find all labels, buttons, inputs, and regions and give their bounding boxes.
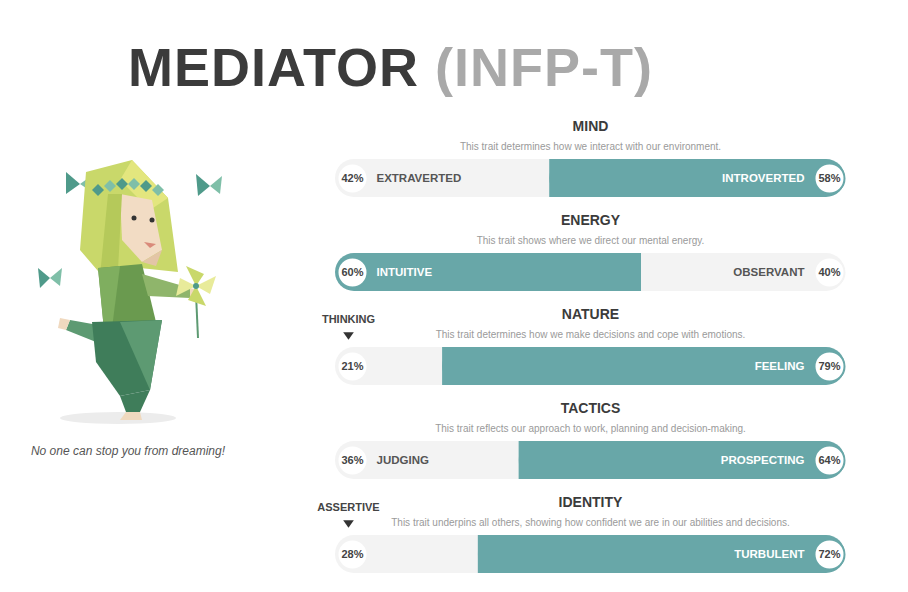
svg-text:INTUITIVE: INTUITIVE	[377, 266, 433, 278]
svg-text:This trait shows where we dire: This trait shows where we direct our men…	[477, 235, 705, 246]
svg-text:NATURE: NATURE	[562, 306, 619, 322]
svg-text:58%: 58%	[818, 172, 840, 184]
svg-text:FEELING: FEELING	[755, 360, 805, 372]
svg-text:This trait reflects our approa: This trait reflects our approach to work…	[435, 423, 746, 434]
svg-text:72%: 72%	[818, 548, 840, 560]
svg-text:IDENTITY: IDENTITY	[559, 494, 623, 510]
svg-text:INTROVERTED: INTROVERTED	[722, 172, 804, 184]
svg-text:36%: 36%	[341, 454, 363, 466]
svg-text:21%: 21%	[341, 360, 363, 372]
svg-text:OBSERVANT: OBSERVANT	[733, 266, 804, 278]
svg-text:MIND: MIND	[573, 118, 609, 134]
svg-text:This trait determines how we m: This trait determines how we make decisi…	[436, 329, 746, 340]
svg-text:79%: 79%	[818, 360, 840, 372]
svg-text:28%: 28%	[341, 548, 363, 560]
svg-text:This trait underpins all other: This trait underpins all others, showing…	[391, 517, 790, 528]
svg-text:This trait determines how we i: This trait determines how we interact wi…	[460, 141, 721, 152]
html-text:No one can stop you from dream: No one can stop you from dreaming!	[30, 444, 225, 458]
svg-text:64%: 64%	[818, 454, 840, 466]
svg-text:PROSPECTING: PROSPECTING	[721, 454, 805, 466]
svg-text:EXTRAVERTED: EXTRAVERTED	[377, 172, 462, 184]
html-text:MEDIATOR (INFP-T): MEDIATOR (INFP-T)	[128, 37, 653, 97]
svg-text:THINKING: THINKING	[322, 313, 375, 325]
svg-text:ENERGY: ENERGY	[561, 212, 621, 228]
svg-text:42%: 42%	[341, 172, 363, 184]
svg-text:60%: 60%	[341, 266, 363, 278]
svg-text:ASSERTIVE: ASSERTIVE	[317, 501, 379, 513]
svg-text:JUDGING: JUDGING	[377, 454, 429, 466]
svg-text:40%: 40%	[818, 266, 840, 278]
svg-text:TURBULENT: TURBULENT	[734, 548, 804, 560]
svg-text:TACTICS: TACTICS	[561, 400, 621, 416]
